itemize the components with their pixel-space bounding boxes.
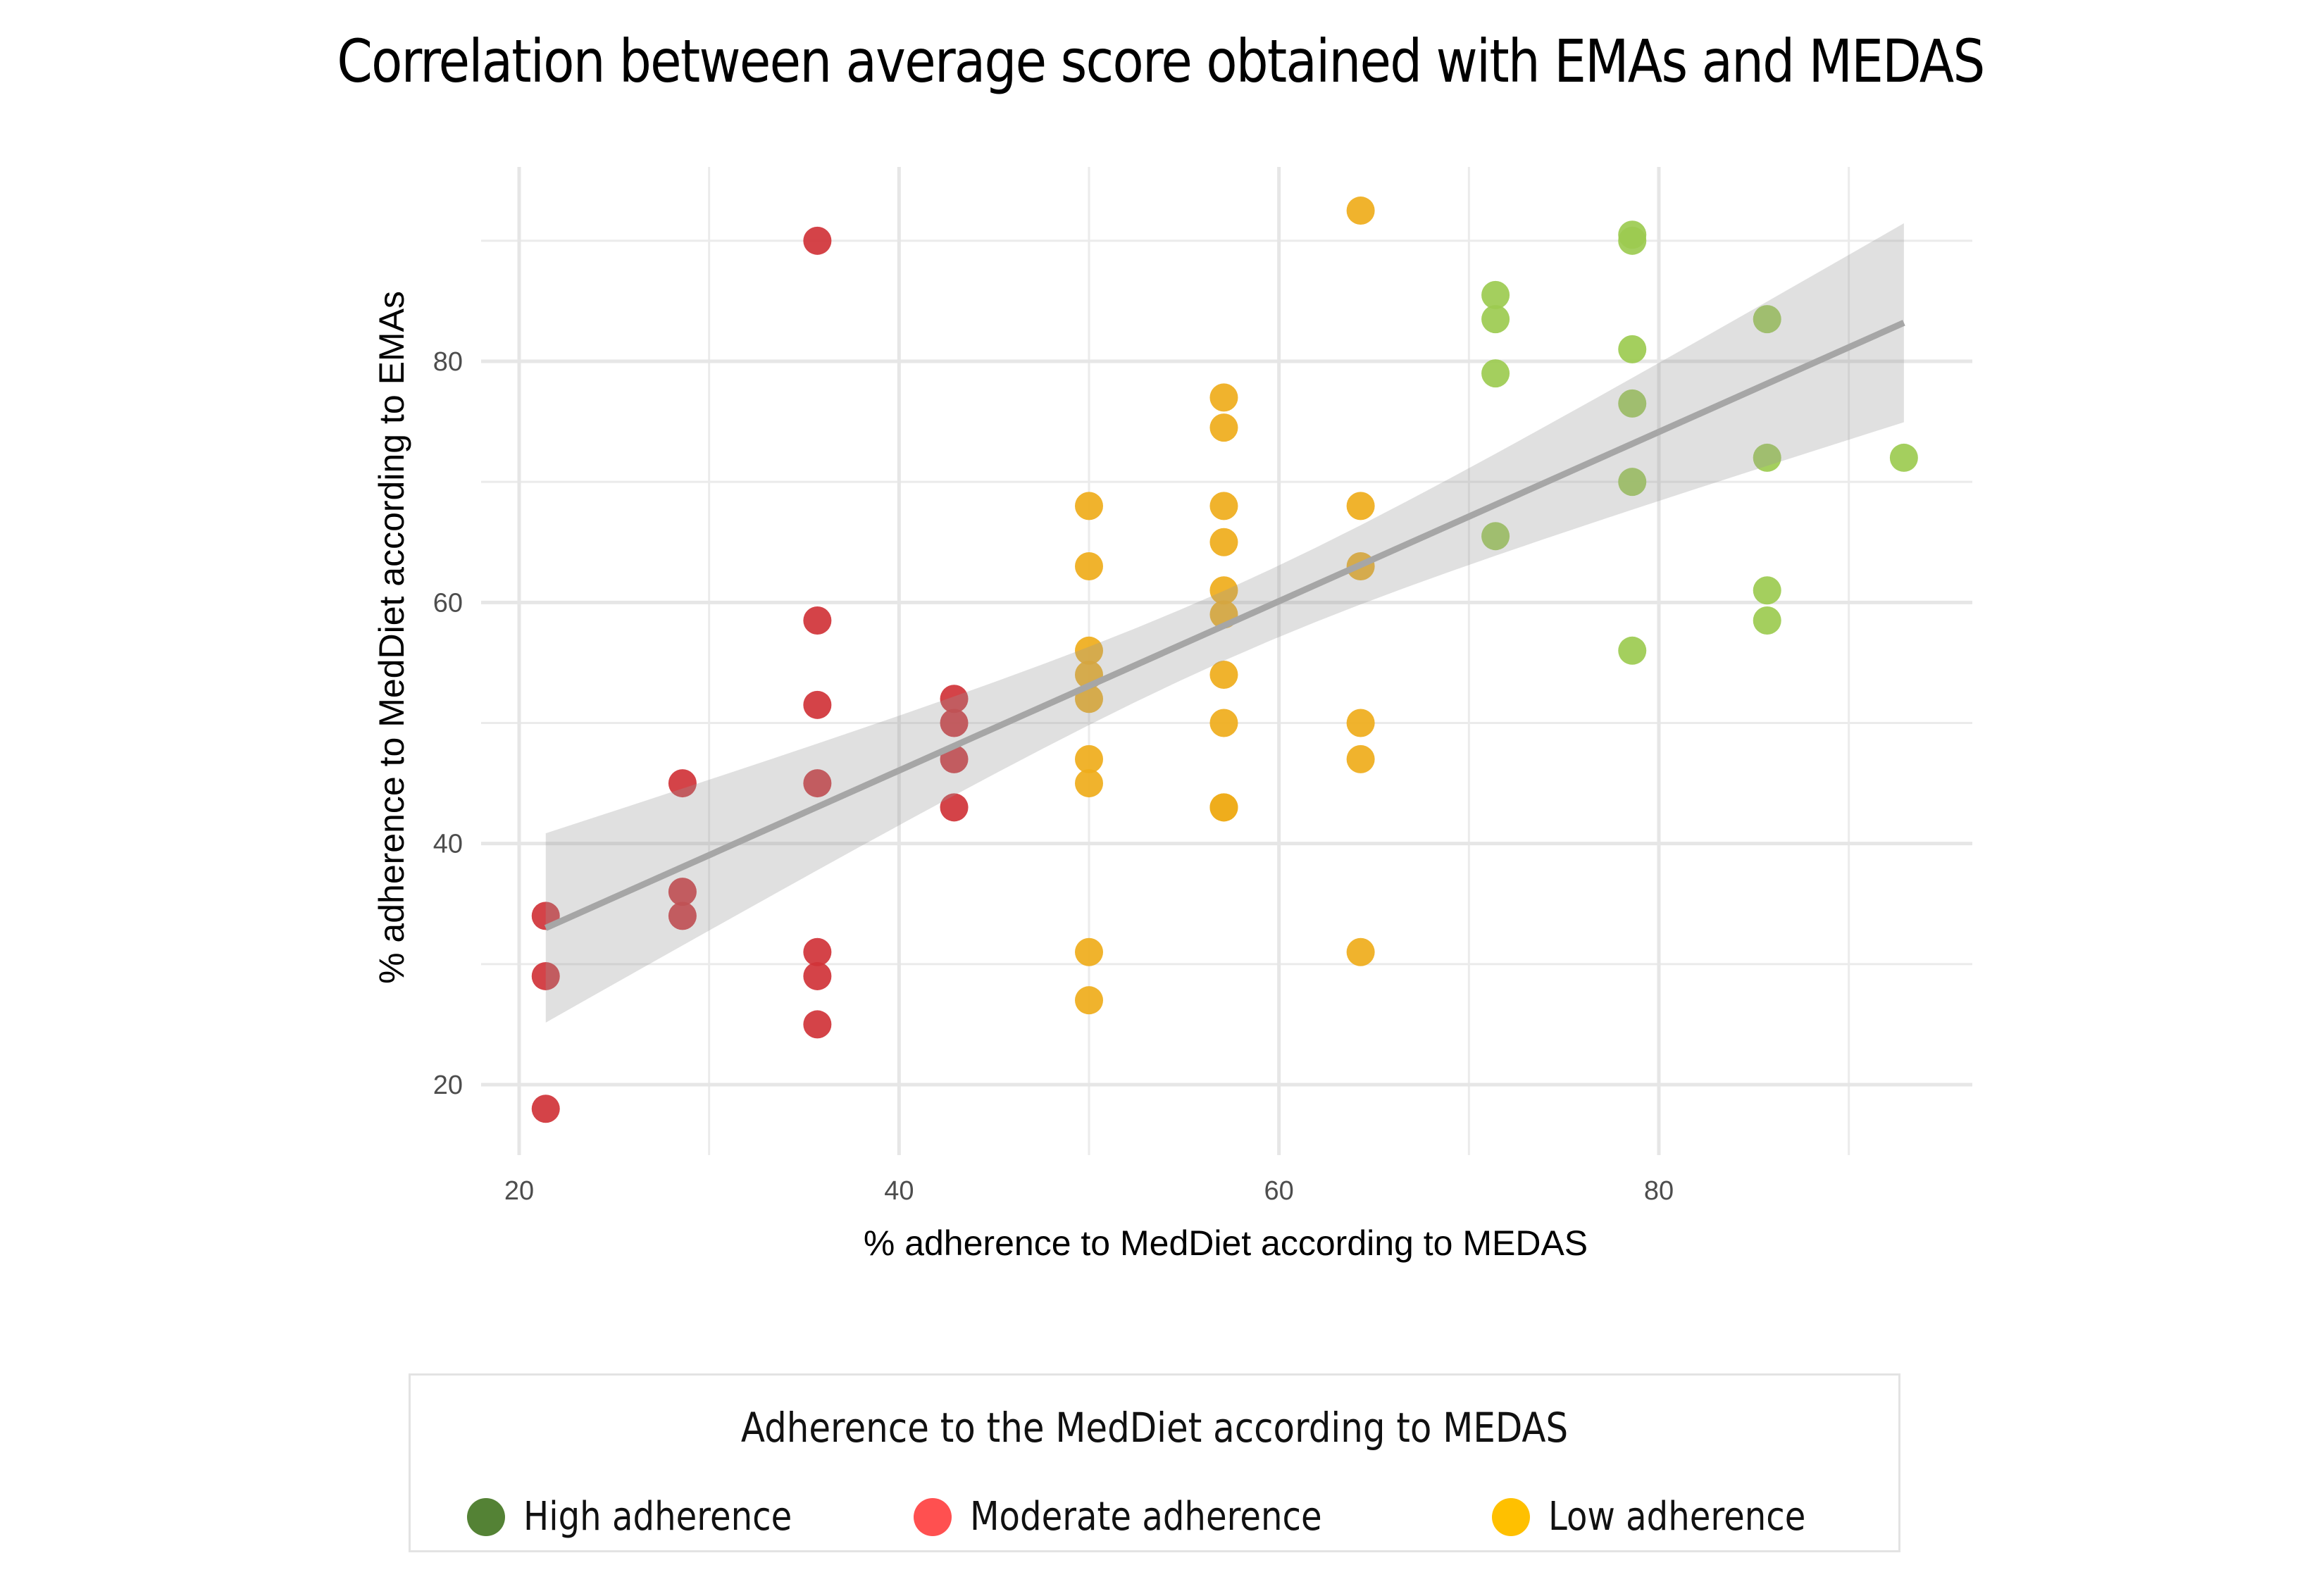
- scatter-plot: 20 40 60 80 20 40 60 80 % adherence to MedDiet…: [372, 167, 1972, 1263]
- data-point-high: [1618, 636, 1647, 665]
- data-point-low: [1209, 793, 1238, 822]
- x-tick-label: 60: [1264, 1176, 1294, 1206]
- y-axis-title: % adherence to MedDiet according to EMAs: [372, 291, 411, 984]
- data-point-moderate: [803, 606, 832, 635]
- data-point-high: [1618, 389, 1647, 418]
- legend-swatch-low: [1492, 1497, 1530, 1536]
- data-point-high: [1481, 359, 1510, 388]
- legend-title: Adherence to the MedDiet according to ME…: [740, 1404, 1569, 1452]
- data-point-low: [1075, 492, 1103, 520]
- legend-item-low: Low adherence: [1492, 1494, 1848, 1540]
- x-tick-label: 80: [1644, 1176, 1674, 1206]
- legend-item-moderate: Moderate adherence: [914, 1494, 1379, 1540]
- data-point-moderate: [531, 1095, 560, 1123]
- legend: Adherence to the MedDiet according to ME…: [409, 1373, 1900, 1552]
- data-point-low: [1346, 709, 1375, 737]
- data-point-high: [1481, 305, 1510, 334]
- data-point-low: [1075, 769, 1103, 798]
- data-point-moderate: [803, 961, 832, 990]
- data-point-low: [1075, 937, 1103, 966]
- y-tick-label: 20: [433, 1071, 463, 1100]
- legend-item-high: High adherence: [467, 1494, 835, 1540]
- legend-label-high: High adherence: [523, 1494, 792, 1540]
- data-point-low: [1209, 492, 1238, 520]
- data-point-moderate: [531, 961, 560, 990]
- data-point-low: [1209, 383, 1238, 412]
- data-point-low: [1346, 492, 1375, 520]
- data-point-high: [1753, 606, 1781, 635]
- data-point-moderate: [668, 769, 697, 798]
- data-point-moderate: [940, 685, 969, 713]
- regression-layer: [544, 223, 1905, 1023]
- data-point-moderate: [668, 878, 697, 906]
- data-point-high: [1481, 280, 1510, 309]
- data-point-low: [1346, 197, 1375, 225]
- data-point-high: [1753, 443, 1781, 472]
- data-point-low: [1075, 744, 1103, 773]
- x-tick-labels: 20 40 60 80: [504, 1176, 1674, 1206]
- legend-swatch-moderate: [914, 1497, 952, 1536]
- data-point-low: [1075, 986, 1103, 1015]
- data-point-moderate: [803, 769, 832, 798]
- y-tick-label: 60: [433, 588, 463, 618]
- data-point-moderate: [940, 709, 969, 737]
- data-point-high: [1618, 468, 1647, 497]
- data-point-high: [1481, 522, 1510, 551]
- data-point-moderate: [803, 226, 832, 255]
- points-layer: [531, 197, 1918, 1123]
- chart-title: Correlation between average score obtain…: [337, 27, 1985, 96]
- regression-line: [544, 320, 1905, 931]
- y-tick-label: 40: [433, 830, 463, 859]
- x-axis-title: % adherence to MedDiet according to MEDA…: [864, 1223, 1588, 1263]
- data-point-moderate: [803, 937, 832, 966]
- data-point-high: [1618, 335, 1647, 363]
- data-point-low: [1209, 709, 1238, 737]
- y-tick-label: 80: [433, 347, 463, 377]
- legend-label-moderate: Moderate adherence: [970, 1494, 1322, 1540]
- x-tick-label: 20: [504, 1176, 534, 1206]
- data-point-high: [1618, 226, 1647, 255]
- data-point-low: [1075, 551, 1103, 580]
- x-tick-label: 40: [884, 1176, 914, 1206]
- data-point-low: [1346, 937, 1375, 966]
- data-point-low: [1209, 528, 1238, 556]
- legend-label-low: Low adherence: [1548, 1494, 1806, 1540]
- data-point-low: [1346, 744, 1375, 773]
- data-point-high: [1753, 576, 1781, 605]
- y-tick-labels: 20 40 60 80: [433, 347, 463, 1100]
- legend-swatch-high: [467, 1497, 505, 1536]
- data-point-high: [1753, 305, 1781, 334]
- data-point-moderate: [668, 902, 697, 930]
- data-point-moderate: [940, 793, 969, 822]
- data-point-low: [1075, 636, 1103, 665]
- data-point-high: [1889, 443, 1918, 472]
- data-point-low: [1209, 576, 1238, 605]
- data-point-low: [1209, 661, 1238, 690]
- data-point-moderate: [803, 690, 832, 719]
- data-point-low: [1209, 413, 1238, 442]
- data-point-moderate: [803, 1010, 832, 1039]
